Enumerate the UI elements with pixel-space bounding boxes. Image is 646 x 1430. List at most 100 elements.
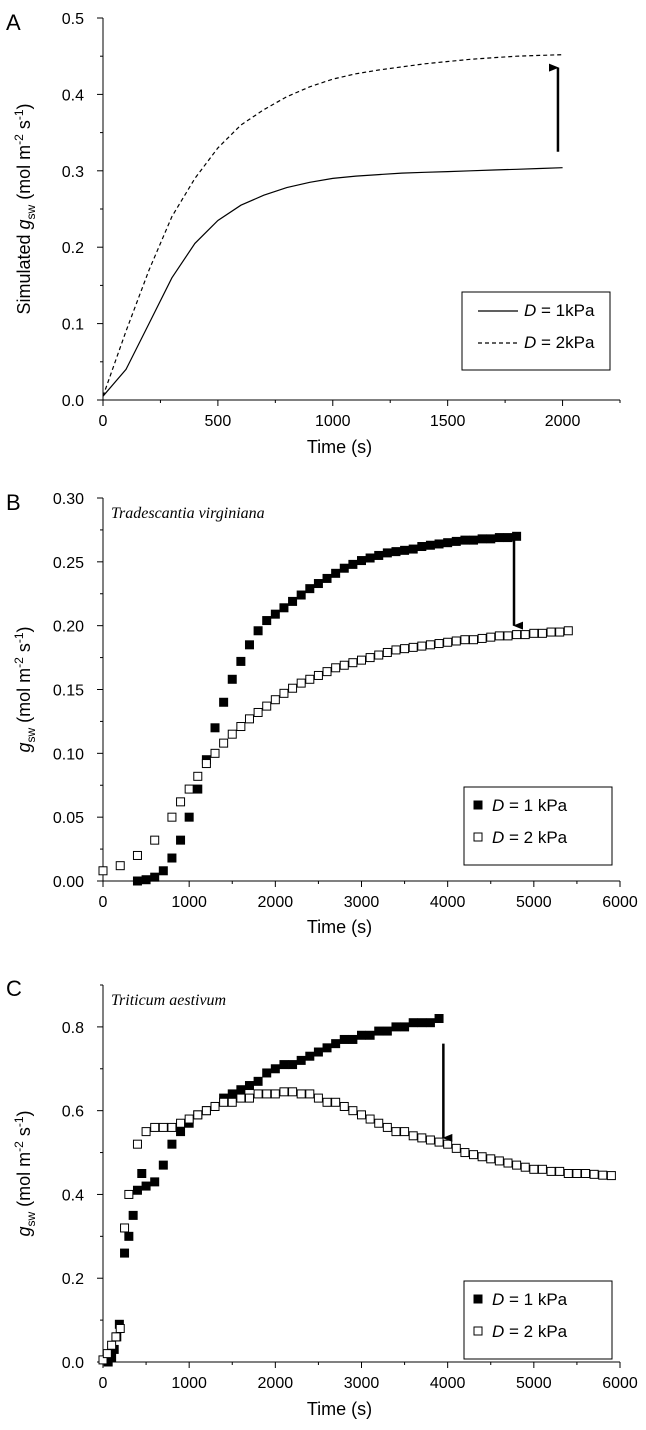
point-filled bbox=[408, 544, 418, 554]
point-filled bbox=[132, 1185, 142, 1195]
point-filled bbox=[400, 545, 410, 555]
y-axis-title: gsw (mol m-2 s-1) bbox=[12, 626, 38, 752]
point-open bbox=[339, 660, 349, 670]
point-filled bbox=[279, 1060, 289, 1070]
point-filled bbox=[365, 553, 375, 563]
point-open bbox=[288, 1087, 298, 1097]
point-open bbox=[132, 850, 142, 860]
y-tick-label: 0.20 bbox=[53, 619, 84, 636]
point-filled bbox=[339, 1034, 349, 1044]
point-open bbox=[288, 683, 298, 693]
legend-label: D = 2 kPa bbox=[492, 828, 568, 847]
point-open bbox=[494, 1156, 504, 1166]
point-open bbox=[469, 635, 479, 645]
point-open bbox=[227, 1097, 237, 1107]
point-open bbox=[374, 650, 384, 660]
panel-a: 0 500 1000 1500 2000 0.0 0.1 0.2 0.3 0.4 0.5 A Time … bbox=[6, 10, 621, 457]
point-open bbox=[357, 655, 366, 665]
point-open bbox=[555, 1166, 565, 1176]
point-open bbox=[210, 748, 220, 758]
point-open bbox=[279, 1087, 289, 1097]
point-open bbox=[158, 1122, 168, 1132]
legend-box bbox=[463, 1280, 613, 1360]
x-tick-label: 3000 bbox=[344, 1375, 380, 1392]
point-open bbox=[111, 1332, 121, 1342]
point-open bbox=[270, 1089, 280, 1099]
point-filled bbox=[288, 1060, 298, 1070]
point-open bbox=[400, 644, 410, 654]
point-open bbox=[102, 1349, 112, 1359]
point-filled bbox=[348, 559, 358, 569]
point-open bbox=[581, 1169, 591, 1178]
legend-swatch bbox=[473, 832, 483, 842]
y-axis-title: gsw (mol m-2 s-1) bbox=[12, 1110, 38, 1236]
point-filled bbox=[374, 1026, 384, 1036]
point-open bbox=[253, 1089, 263, 1099]
point-filled bbox=[253, 1076, 263, 1086]
x-tick-label: 2000 bbox=[545, 413, 581, 430]
point-open bbox=[201, 1106, 211, 1116]
point-filled bbox=[137, 1169, 147, 1178]
species-label: Triticum aestivum bbox=[111, 992, 226, 1009]
point-open bbox=[98, 866, 108, 876]
point-open bbox=[348, 1106, 358, 1116]
point-open bbox=[270, 695, 280, 705]
point-open bbox=[408, 642, 418, 652]
point-filled bbox=[331, 1039, 341, 1049]
point-filled bbox=[193, 784, 203, 794]
point-open bbox=[219, 738, 229, 748]
legend-label: D = 2 kPa bbox=[492, 1322, 568, 1341]
point-open bbox=[167, 1122, 177, 1132]
point-open bbox=[305, 1089, 315, 1099]
point-open bbox=[339, 1101, 349, 1111]
y-tick-label: 0.2 bbox=[62, 1271, 84, 1288]
point-open bbox=[443, 637, 453, 647]
x-tick-label: 6000 bbox=[602, 894, 638, 911]
y-tick-label: 0.00 bbox=[53, 874, 84, 891]
point-open bbox=[572, 1169, 582, 1178]
y-tick-label: 0.15 bbox=[53, 683, 84, 700]
point-filled bbox=[477, 534, 487, 544]
point-filled bbox=[460, 535, 470, 545]
x-tick-label: 0 bbox=[99, 894, 108, 911]
point-open bbox=[606, 1171, 616, 1181]
x-tick-label: 1000 bbox=[171, 894, 207, 911]
panel-letter: C bbox=[6, 976, 22, 1001]
point-filled bbox=[244, 1081, 254, 1091]
point-open bbox=[193, 1110, 203, 1120]
point-open bbox=[331, 1097, 341, 1107]
point-open bbox=[434, 1137, 444, 1147]
point-open bbox=[529, 628, 539, 638]
point-open bbox=[262, 1089, 272, 1099]
point-filled bbox=[296, 1055, 306, 1065]
y-axis-title: Simulated gsw (mol m-2 s-1) bbox=[12, 103, 38, 314]
x-tick-label: 0 bbox=[99, 413, 108, 430]
point-filled bbox=[262, 616, 272, 626]
x-tick-label: 4000 bbox=[430, 1375, 466, 1392]
point-filled bbox=[176, 1127, 186, 1137]
point-open bbox=[279, 688, 289, 698]
point-open bbox=[469, 1150, 479, 1160]
point-open bbox=[253, 707, 263, 717]
point-filled bbox=[296, 590, 306, 600]
point-open bbox=[296, 678, 306, 688]
y-tick-label: 0.1 bbox=[62, 317, 84, 334]
point-open bbox=[365, 653, 375, 663]
point-open bbox=[107, 1340, 117, 1350]
point-filled bbox=[141, 1181, 151, 1191]
point-filled bbox=[382, 1026, 392, 1036]
point-open bbox=[391, 645, 401, 655]
legend-swatch bbox=[473, 1326, 483, 1336]
legend-box bbox=[461, 291, 611, 371]
point-open bbox=[425, 640, 435, 650]
point-filled bbox=[357, 1030, 366, 1040]
point-filled bbox=[322, 573, 332, 583]
point-filled bbox=[167, 853, 177, 863]
point-open bbox=[365, 1114, 375, 1124]
point-open bbox=[460, 635, 470, 645]
point-filled bbox=[391, 1022, 401, 1032]
point-open bbox=[563, 1169, 573, 1178]
point-open bbox=[141, 1127, 151, 1137]
point-open bbox=[512, 1160, 522, 1170]
